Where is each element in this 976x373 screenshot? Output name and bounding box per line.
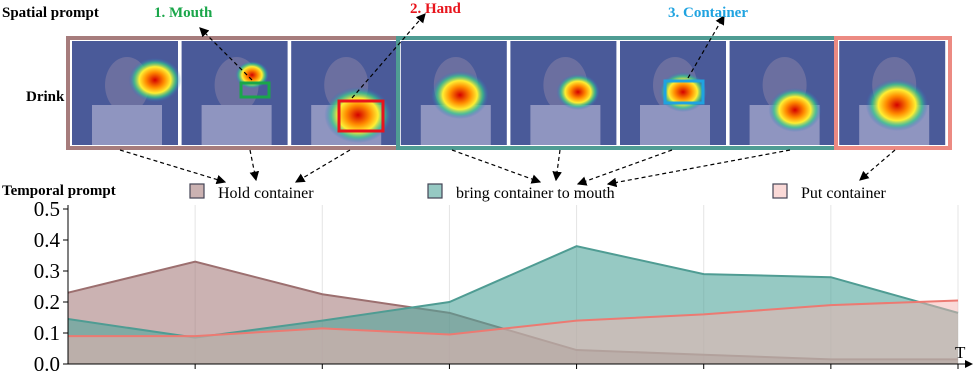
y-tick-label: 0.4 (34, 228, 61, 252)
legend-label: bring container to mouth (456, 185, 615, 202)
legend-label: Hold container (218, 185, 314, 202)
action-label: Drink (26, 89, 65, 105)
line (68, 299, 959, 338)
area (68, 300, 958, 364)
prompt-label: 3. Container (668, 5, 748, 21)
heatmap (556, 74, 600, 110)
heatmap (768, 88, 822, 132)
arrows (119, 13, 896, 188)
container-box (663, 79, 705, 105)
y-tick-label: 0.3 (34, 259, 60, 283)
heatmap (431, 71, 489, 119)
heatmap (865, 79, 929, 131)
temporal-label: Temporal prompt (2, 183, 116, 199)
y-tick-label: 0.2 (34, 290, 60, 314)
person-body (640, 105, 710, 145)
person-body (201, 105, 272, 145)
x-axis-label: T (955, 343, 966, 362)
legend-swatch (189, 183, 205, 199)
spatial-label: Spatial prompt (2, 5, 99, 21)
group-border (834, 36, 952, 150)
prompt-label: 1. Mouth (154, 5, 213, 21)
y-tick-label: 0.1 (34, 321, 60, 345)
prompt-label: 2. Hand (410, 1, 462, 17)
hand-box (337, 99, 385, 133)
legend-swatch (427, 183, 443, 199)
person-body (530, 105, 601, 145)
legend-label: Put container (801, 185, 887, 202)
y-tick-label: 0.0 (34, 352, 60, 373)
y-tick-label: 0.5 (34, 197, 60, 221)
person-body (92, 105, 162, 145)
legend-swatch (772, 183, 788, 199)
frames (72, 41, 946, 145)
heatmap (128, 58, 182, 102)
mouth-box (239, 81, 271, 99)
